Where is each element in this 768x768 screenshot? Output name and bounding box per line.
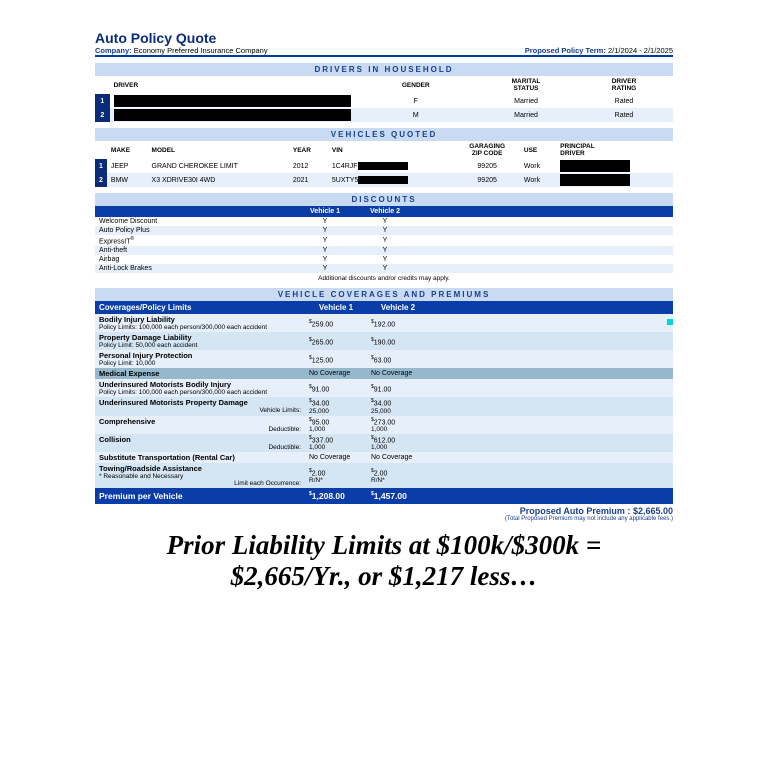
vehicles-band: VEHICLES QUOTED (95, 128, 673, 141)
coverage-row: Towing/Roadside Assistance* Reasonable a… (95, 463, 673, 488)
driver-row: 2 M Married Rated (95, 108, 673, 122)
col-gender: GENDER (355, 76, 477, 94)
coverage-row: Underinsured Motorists Property DamageVe… (95, 397, 673, 415)
discounts-band: DISCOUNTS (95, 193, 673, 206)
redacted-driver (560, 160, 630, 172)
discount-row: Airbag YY (95, 255, 673, 264)
coverages-band: VEHICLE COVERAGES AND PREMIUMS (95, 288, 673, 301)
discount-row: Auto Policy Plus YY (95, 226, 673, 235)
discount-row: Welcome Discount YY (95, 217, 673, 226)
vehicle-row: 1 JEEP GRAND CHEROKEE LIMIT 2012 1C4RJF … (95, 159, 673, 173)
col-marital: MARITAL STATUS (477, 76, 575, 94)
coverage-row: Underinsured Motorists Bodily InjuryPoli… (95, 379, 673, 397)
coverage-row: Bodily Injury LiabilityPolicy Limits: 10… (95, 314, 673, 332)
meta-row: Company: Economy Preferred Insurance Com… (95, 46, 673, 57)
col-driver: DRIVER (110, 76, 355, 94)
drivers-band: DRIVERS IN HOUSEHOLD (95, 63, 673, 76)
coverage-row: Substitute Transportation (Rental Car)No… (95, 452, 673, 463)
page-title: Auto Policy Quote (95, 30, 673, 46)
redacted-driver (560, 174, 630, 186)
discount-row: ExpressIT® YY (95, 235, 673, 246)
proposed-premium: Proposed Auto Premium : $2,665.00 (95, 506, 673, 516)
col-year: YEAR (289, 141, 328, 159)
col-use: USE (520, 141, 556, 159)
col-pd: PRINCIPAL DRIVER (556, 141, 673, 159)
highlight-mark (667, 319, 673, 325)
quote-document: Auto Policy Quote Company: Economy Prefe… (0, 0, 768, 522)
term-label: Proposed Policy Term: (525, 46, 606, 55)
discounts-table: Vehicle 1 Vehicle 2 Welcome Discount YYA… (95, 206, 673, 273)
discount-row: Anti-theft YY (95, 246, 673, 255)
drivers-table: DRIVER GENDER MARITAL STATUS DRIVER RATI… (95, 76, 673, 122)
vehicles-table: MAKE MODEL YEAR VIN GARAGING ZIP CODE US… (95, 141, 673, 187)
vehicle-row: 2 BMW X3 XDRIVE30I 4WD 2021 5UXTY5 99205… (95, 173, 673, 187)
discount-row: Anti-Lock Brakes YY (95, 264, 673, 273)
company-label: Company: (95, 46, 132, 55)
redacted-name (114, 109, 351, 121)
discounts-note: Additional discounts and/or credits may … (95, 275, 673, 282)
premium-row: Premium per Vehicle $1,208.00 $1,457.00 (95, 488, 673, 504)
coverage-row: Medical ExpenseNo CoverageNo Coverage (95, 368, 673, 379)
term-value: 2/1/2024 - 2/1/2025 (608, 46, 673, 55)
coverage-row: CollisionDeductible:$337.001,000$612.001… (95, 434, 673, 452)
coverage-row: Personal Injury ProtectionPolicy Limit: … (95, 350, 673, 368)
col-vin: VIN (328, 141, 455, 159)
redacted-name (114, 95, 351, 107)
col-make: MAKE (107, 141, 148, 159)
driver-row: 1 F Married Rated (95, 94, 673, 108)
coverages-table: Coverages/Policy Limits Vehicle 1 Vehicl… (95, 301, 673, 504)
caption: Prior Liability Limits at $100k/$300k = … (0, 530, 768, 592)
coverage-row: Property Damage LiabilityPolicy Limit: 5… (95, 332, 673, 350)
proposed-note: (Total Proposed Premium may not include … (95, 516, 673, 522)
col-zip: GARAGING ZIP CODE (454, 141, 520, 159)
col-rating: DRIVER RATING (575, 76, 673, 94)
col-model: MODEL (148, 141, 289, 159)
coverage-row: ComprehensiveDeductible:$95.001,000$273.… (95, 416, 673, 434)
company-value: Economy Preferred Insurance Company (134, 46, 268, 55)
